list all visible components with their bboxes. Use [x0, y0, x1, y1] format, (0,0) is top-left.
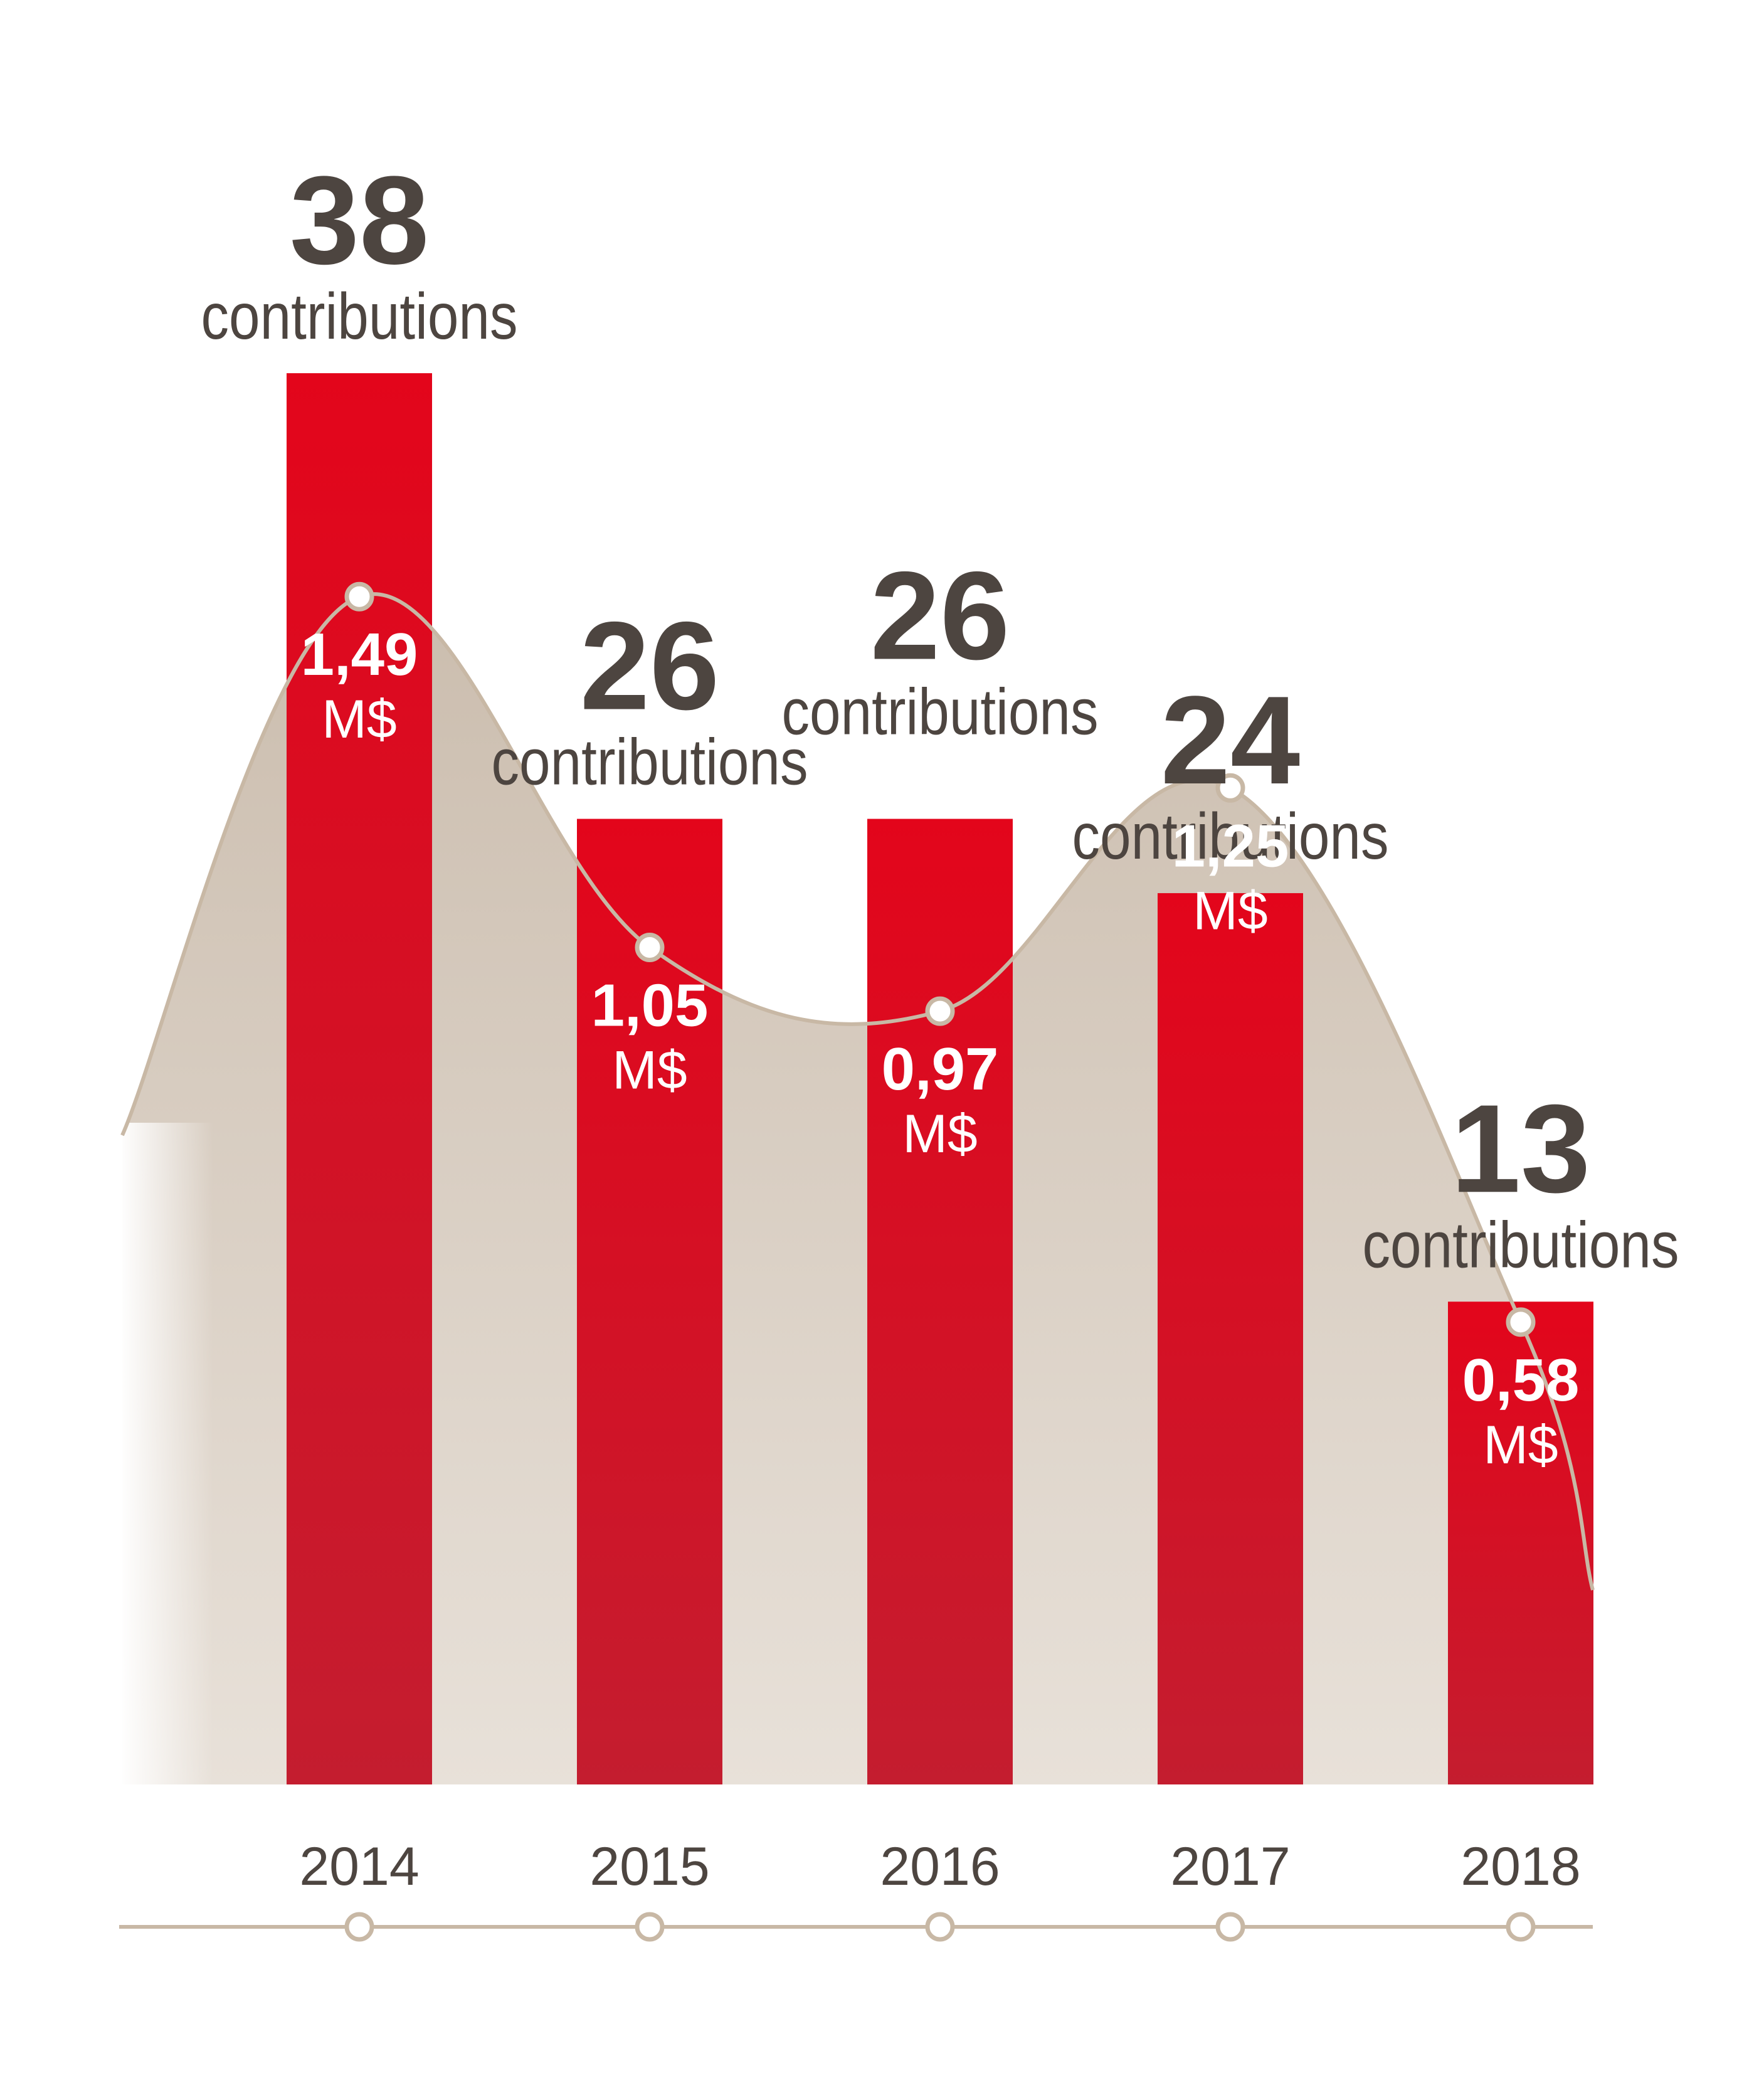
bar-2016 — [867, 819, 1013, 1784]
amount-unit-2017: M$ — [1193, 881, 1267, 941]
count-value-2017: 24 — [1161, 671, 1300, 810]
timeline-dot-2014 — [344, 1912, 374, 1942]
timeline-dot-2017 — [1215, 1912, 1245, 1942]
year-label-2014: 2014 — [299, 1837, 419, 1897]
amount-value-2017: 1,25 — [1172, 812, 1289, 879]
label-layer: 38contributions26contributions26contribu… — [201, 151, 1679, 1475]
amount-line-layer — [120, 581, 1595, 1591]
timeline-dot-2018 — [1506, 1912, 1536, 1942]
year-label-2015: 2015 — [589, 1837, 709, 1897]
amount-unit-2018: M$ — [1483, 1415, 1558, 1475]
timeline-axis: 2014 2015 2016 2017 2018 — [119, 1837, 1593, 1942]
count-label-2015: contributions — [492, 726, 808, 799]
count-value-2014: 38 — [290, 151, 429, 290]
year-label-2017: 2017 — [1170, 1837, 1290, 1897]
bar-2018 — [1448, 1301, 1593, 1784]
amount-value-2015: 1,05 — [591, 972, 709, 1039]
amount-point-2016 — [925, 996, 955, 1026]
timeline-dot-2016 — [925, 1912, 955, 1942]
amount-point-2015 — [635, 932, 665, 962]
count-value-2018: 13 — [1451, 1079, 1590, 1219]
bar-2017 — [1158, 893, 1303, 1784]
area-fade — [119, 1123, 213, 1784]
count-value-2015: 26 — [580, 596, 719, 736]
timeline-dot-2015 — [635, 1912, 665, 1942]
year-label-2018: 2018 — [1460, 1837, 1580, 1897]
amount-value-2014: 1,49 — [301, 621, 418, 688]
bar-2015 — [577, 819, 722, 1784]
amount-unit-2014: M$ — [322, 689, 396, 750]
count-label-2014: contributions — [201, 280, 518, 353]
amount-unit-2015: M$ — [612, 1040, 687, 1100]
year-label-2016: 2016 — [880, 1837, 1000, 1897]
count-label-2018: contributions — [1363, 1209, 1679, 1281]
amount-value-2016: 0,97 — [882, 1036, 999, 1103]
amount-point-2018 — [1506, 1307, 1536, 1337]
amount-value-2018: 0,58 — [1462, 1347, 1580, 1414]
amount-point-2017 — [1215, 773, 1245, 803]
amount-point-2014 — [344, 581, 374, 612]
count-label-2017: contributions — [1072, 800, 1389, 873]
count-label-2016: contributions — [782, 676, 1099, 749]
bar-layer — [287, 373, 1593, 1784]
amount-unit-2016: M$ — [902, 1104, 977, 1164]
count-value-2016: 26 — [870, 546, 1010, 686]
